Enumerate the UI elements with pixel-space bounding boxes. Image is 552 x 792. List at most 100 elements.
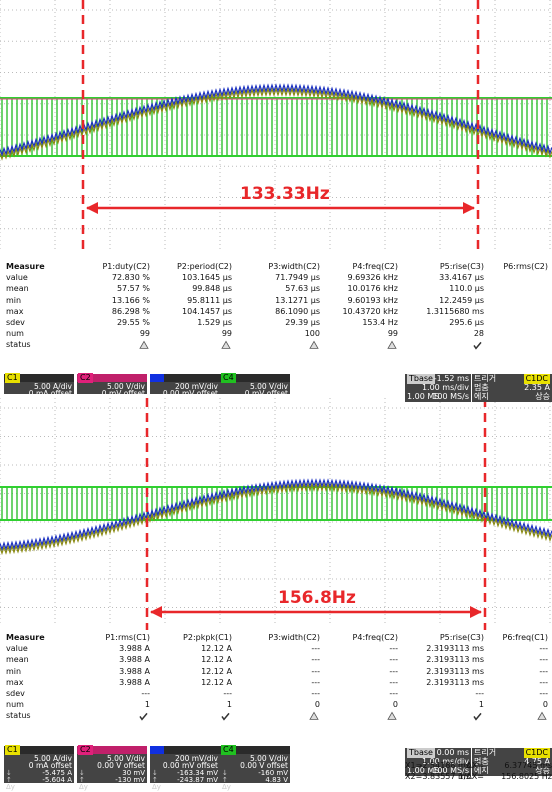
measure-value: 12.12 A — [201, 655, 232, 665]
trigger-slope: 상승 — [535, 392, 550, 402]
measure-value: 3.988 A — [119, 667, 150, 677]
channel-offset: 0.00 mV offset — [163, 389, 218, 399]
channel-name: C4 — [221, 745, 236, 755]
channel-name: C2 — [78, 745, 93, 755]
measure-value: 71.7949 µs — [275, 273, 320, 283]
status-warn — [310, 712, 318, 719]
readout-value: -129 mA — [42, 782, 72, 792]
measure-label: max — [6, 307, 23, 317]
measure-label: sdev — [6, 318, 25, 328]
channel-name: C1 — [5, 373, 20, 383]
readout-label: Δy — [6, 782, 15, 792]
measure-value: 153.4 Hz — [362, 318, 398, 328]
channel-swatch — [150, 374, 164, 382]
measure-header: Measure — [6, 262, 45, 272]
measure-value: 12.12 A — [201, 644, 232, 654]
status-ok — [474, 713, 481, 719]
measure-value: 10.43720 kHz — [342, 307, 398, 317]
readout-label: Δy — [152, 782, 161, 792]
cursor-label: X2= — [405, 772, 422, 782]
measure-value: 13.1271 µs — [275, 296, 320, 306]
measure-header: P6:freq(C1) — [503, 633, 548, 643]
measure-value: 99 — [388, 329, 398, 339]
measure-value: 100 — [305, 329, 320, 339]
measure-value: 1.3115680 ms — [426, 307, 484, 317]
measure-value: 1 — [479, 700, 484, 710]
measure-label: num — [6, 329, 24, 339]
measure-value: --- — [389, 689, 398, 699]
measure-value: --- — [311, 667, 320, 677]
measure-value: 57.63 µs — [285, 284, 320, 294]
measure-value: 0 — [543, 700, 548, 710]
measure-value: --- — [311, 644, 320, 654]
measure-header: P2:period(C2) — [177, 262, 232, 272]
measure-label: value — [6, 644, 28, 654]
measure-label: min — [6, 296, 21, 306]
measure-value: --- — [389, 678, 398, 688]
cursor-delta-value: 156.8025 Hz — [501, 772, 552, 782]
trigger-type: 에지 — [474, 392, 489, 402]
measure-value: 104.1457 µs — [182, 307, 232, 317]
measure-header: P4:freq(C2) — [353, 633, 398, 643]
measure-value: --- — [539, 689, 548, 699]
readout-label: Δy — [79, 782, 88, 792]
measure-value: 2.3193113 ms — [426, 644, 484, 654]
measure-header: P1:rms(C1) — [105, 633, 150, 643]
measure-label: status — [6, 340, 31, 350]
measure-value: 29.55 % — [117, 318, 150, 328]
measure-value: 1 — [227, 700, 232, 710]
channel-swatch — [150, 746, 164, 754]
measure-value: 99 — [140, 329, 150, 339]
measure-value: 3.988 A — [119, 678, 150, 688]
measure-label: num — [6, 700, 24, 710]
measure-value: --- — [389, 667, 398, 677]
measure-label: mean — [6, 284, 29, 294]
measure-value: --- — [539, 678, 548, 688]
channel-offset: 0 mV offset — [102, 389, 145, 399]
measure-value: 103.1645 µs — [182, 273, 232, 283]
measure-header: Measure — [6, 633, 45, 643]
measure-value: --- — [311, 655, 320, 665]
frequency-label: 156.8Hz — [278, 588, 356, 608]
channel-name: C2 — [78, 373, 93, 383]
measure-value: --- — [475, 689, 484, 699]
measure-value: 12.12 A — [201, 667, 232, 677]
measure-value: --- — [389, 655, 398, 665]
measure-value: --- — [223, 689, 232, 699]
readout-value: -80.52 mV — [182, 782, 218, 792]
channel-name: C4 — [221, 373, 236, 383]
status-warn — [310, 341, 318, 348]
channel-offset: 0 mA offset — [29, 389, 72, 399]
measure-header: P3:width(C2) — [268, 633, 320, 643]
measure-label: sdev — [6, 689, 25, 699]
channel-offset: 0 mV offset — [245, 389, 288, 399]
cursor-delta-value: 6.37745 ms — [504, 761, 552, 771]
measure-value: --- — [141, 689, 150, 699]
measure-header: P6:rms(C2) — [503, 262, 548, 272]
frequency-label: 133.33Hz — [240, 184, 330, 204]
measure-value: 3.988 A — [119, 655, 150, 665]
measure-value: 99.848 µs — [192, 284, 232, 294]
readout-label: Δy — [222, 782, 231, 792]
timebase-rate: 100 MS/s — [432, 392, 469, 402]
status-ok — [222, 713, 229, 719]
measure-header: P2:pkpk(C1) — [183, 633, 232, 643]
measure-value: 12.12 A — [201, 678, 232, 688]
measure-value: 2.3193113 ms — [426, 667, 484, 677]
status-warn — [222, 341, 230, 348]
measure-label: status — [6, 711, 31, 721]
readout-value: -160 mV — [115, 782, 145, 792]
measure-value: 72.830 % — [112, 273, 150, 283]
measure-value: 86.1090 µs — [275, 307, 320, 317]
measure-value: 12.2459 µs — [439, 296, 484, 306]
measure-header: P3:width(C2) — [268, 262, 320, 272]
measure-value: --- — [311, 689, 320, 699]
measure-value: 29.39 µs — [285, 318, 320, 328]
measure-value: 99 — [222, 329, 232, 339]
measure-value: 86.298 % — [112, 307, 150, 317]
cursor-delta-label: ΔX= — [466, 761, 484, 771]
measure-value: 9.60193 kHz — [348, 296, 398, 306]
measure-value: 9.69326 kHz — [348, 273, 398, 283]
measure-header: P4:freq(C2) — [353, 262, 398, 272]
measure-value: 1.529 µs — [197, 318, 232, 328]
